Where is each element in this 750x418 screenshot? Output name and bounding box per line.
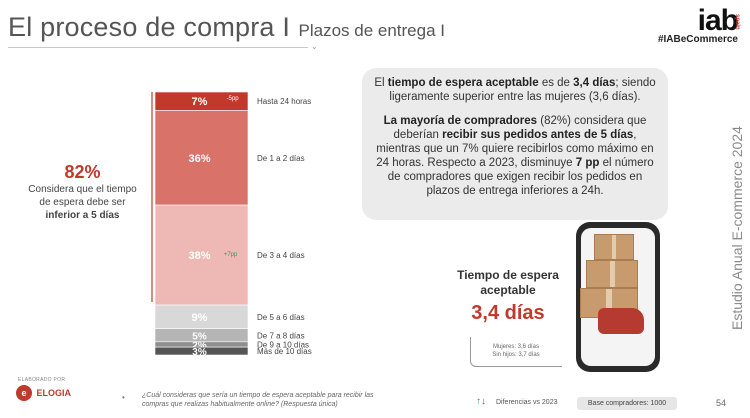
insight-highlight: tiempo de espera aceptable <box>387 77 539 89</box>
bar-value-label: 9% <box>192 312 208 324</box>
note-no-kids: Sin hijos: 3,7 días <box>492 352 540 358</box>
bullet: • <box>122 393 125 402</box>
category-label: De 9 a 10 días <box>257 340 309 349</box>
bar-segment-de-3-a-4-d-as <box>154 204 249 306</box>
page-title: El proceso de compra I <box>8 12 291 42</box>
survey-question: ¿Cuál consideras que sería un tiempo de … <box>142 392 374 408</box>
parcel-icon <box>594 234 634 260</box>
insight-text: el número de compradores que exigen reci… <box>387 157 654 197</box>
key-stat: 82% Considera que el tiempo de espera de… <box>20 162 145 222</box>
bar-value-label: 36% <box>188 153 210 165</box>
parcel-icon <box>586 260 638 288</box>
elogia-wordmark: ELOGIA <box>36 387 71 398</box>
insight-paragraph-2: La mayoría de compradores (82%) consider… <box>374 114 656 198</box>
bar-value-label: 7% <box>192 96 208 108</box>
title-underline <box>8 47 308 48</box>
insight-box: El tiempo de espera aceptable es de 3,4 … <box>362 68 668 220</box>
insight-paragraph-1: El tiempo de espera aceptable es de 3,4 … <box>374 76 656 104</box>
elaborated-by: ELABORADO POR <box>18 377 66 383</box>
page-number: 54 <box>716 398 727 408</box>
iab-logo: iab spain #IABeCommerce <box>657 4 740 45</box>
bar-segment-m-s-de-10-d-as <box>154 346 249 356</box>
elogia-logo-mark: e <box>16 384 32 401</box>
insight-highlight: recibir sus pedidos antes de 5 días <box>442 129 634 141</box>
category-label: De 7 a 8 días <box>257 331 305 340</box>
insight-highlight: 3,4 días <box>573 77 616 89</box>
category-label: De 3 a 4 días <box>257 251 305 260</box>
diff-legend: Diferencias vs 2023 <box>496 399 558 406</box>
insight-text: (82%) considera que deberían <box>393 115 647 141</box>
difference-label: -5pp <box>227 96 240 102</box>
category-label: De 5 a 6 días <box>257 313 305 322</box>
difference-label: +7pp <box>224 252 238 258</box>
logo-brand: iab <box>697 4 739 37</box>
key-stat-line-1: Considera que el tiempo <box>28 184 137 195</box>
insight-text: El <box>374 77 388 89</box>
bar-value-label: 3% <box>192 347 207 358</box>
insight-text: , mientras que un 7% quiere recibirlos c… <box>376 129 654 169</box>
bar-value-label: 38% <box>188 250 210 262</box>
hashtag: #IABeCommerce <box>657 34 738 45</box>
note-women: Mujeres: 3,6 días <box>492 344 540 350</box>
chevron-down-icon: ⌄ <box>311 42 318 51</box>
elogia-logo: e ELOGIA <box>16 384 71 402</box>
bar-value-label: 5% <box>192 331 207 342</box>
hand-icon <box>598 308 644 334</box>
category-label: Hasta 24 horas <box>257 97 311 106</box>
base-badge: Base compradores: 1000 <box>577 397 677 410</box>
side-caption: Estudio Anual E-commerce 2024 <box>727 100 747 330</box>
insight-text: ; siendo ligeramente superior entre las … <box>389 77 656 103</box>
category-label: De 1 a 2 días <box>257 154 305 163</box>
insight-highlight: La mayoría de compradores <box>383 115 538 127</box>
logo-region: spain <box>734 14 740 30</box>
key-stat-line-3: inferior a 5 días <box>45 210 120 221</box>
diff-arrows-icon: ↑↓ <box>476 396 486 407</box>
insight-highlight: 7 pp <box>575 157 600 169</box>
wait-time-value: 3,4 días <box>471 302 545 324</box>
bar-value-label: 2% <box>192 340 207 351</box>
bar-segment-de-1-a-2-d-as <box>154 110 249 206</box>
arrow-down-icon: ↓ <box>481 396 486 407</box>
key-stat-line-2: de espera debe ser <box>39 197 126 208</box>
page-subtitle: Plazos de entrega I <box>298 21 445 40</box>
category-label: Más de 10 días <box>257 347 312 356</box>
study-title: Estudio Anual E-commerce 2024 <box>729 126 745 330</box>
wait-time-title: Tiempo de espera aceptable <box>457 268 559 297</box>
key-stat-percent: 82% <box>64 162 101 182</box>
arrow-up-icon: ↑ <box>476 396 481 407</box>
segment-note: Mujeres: 3,6 días Sin hijos: 3,7 días <box>476 343 556 359</box>
page-title-block: El proceso de compra I Plazos de entrega… <box>8 12 445 43</box>
insight-text: es de <box>538 77 574 89</box>
note-bracket <box>470 337 562 367</box>
chart-bars: 7% Hasta 24 horas -5pp 36% De 1 a 2 días 38% D… <box>154 91 312 358</box>
